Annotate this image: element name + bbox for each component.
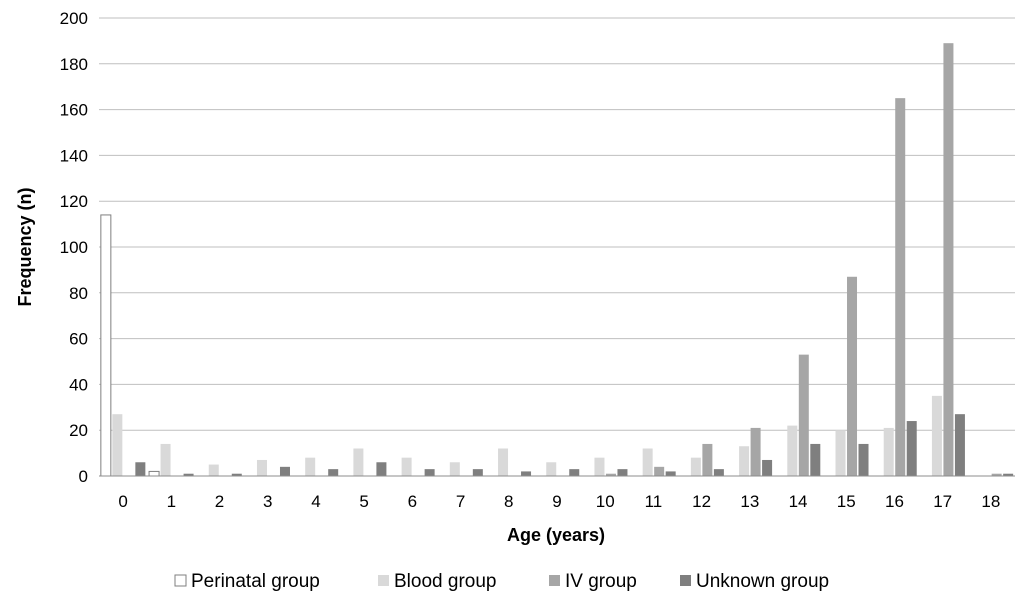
y-tick-label: 60 [69,330,88,349]
x-tick-label: 4 [311,492,320,511]
y-tick-labels: 0 20 40 60 80 100 120 140 160 180 200 [60,9,88,486]
bar-blood-group-age-16 [883,427,894,476]
bar-blood-group-age-0 [112,414,123,476]
bar-blood-group-age-2 [208,464,219,476]
y-tick-label: 20 [69,421,88,440]
gridlines [99,17,1015,431]
bars [100,43,1014,477]
bar-iv-group-age-12 [702,443,713,476]
y-tick-label: 120 [60,192,88,211]
bar-iv-group-age-10 [605,473,616,476]
x-axis-title: Age (years) [507,525,605,545]
y-tick-label: 80 [69,284,88,303]
y-tick-label: 200 [60,9,88,28]
bar-unknown-group-age-9 [569,469,580,476]
bar-unknown-group-age-7 [472,469,483,476]
bar-unknown-group-age-11 [665,471,676,476]
bar-unknown-group-age-0 [135,462,146,476]
bar-unknown-group-age-6 [424,469,435,476]
bar-unknown-group-age-10 [617,469,628,476]
bar-blood-group-age-5 [353,448,364,476]
bar-iv-group-age-11 [654,466,665,476]
bar-iv-group-age-14 [798,354,809,476]
bar-perinatal-group-age-1 [148,470,160,477]
x-tick-label: 10 [596,492,615,511]
y-tick-label: 0 [79,467,88,486]
bar-blood-group-age-14 [787,425,798,476]
bar-iv-group-age-18 [991,473,1002,476]
legend-item-unknown-group: Unknown group [680,571,829,592]
bar-blood-group-age-7 [449,462,460,476]
legend-swatch [378,575,389,586]
x-tick-label: 11 [645,492,663,511]
bar-unknown-group-age-14 [810,443,821,476]
legend-swatch [680,575,691,586]
x-tick-label: 2 [215,492,224,511]
x-tick-label: 3 [263,492,272,511]
bar-unknown-group-age-16 [906,421,917,476]
legend-swatch [549,575,560,586]
bar-blood-group-age-12 [690,457,701,476]
x-tick-label: 16 [885,492,904,511]
bar-blood-group-age-15 [835,430,846,476]
bar-blood-group-age-10 [594,457,605,476]
x-tick-label: 7 [456,492,465,511]
bar-unknown-group-age-3 [279,466,290,476]
bar-iv-group-age-17 [943,43,954,476]
bar-blood-group-age-4 [305,457,316,476]
x-tick-label: 18 [981,492,1000,511]
legend-item-perinatal-group: Perinatal group [174,571,320,592]
x-tick-label: 15 [837,492,856,511]
x-tick-label: 12 [692,492,711,511]
bar-blood-group-age-6 [401,457,412,476]
legend-swatch [174,574,187,587]
bar-blood-group-age-9 [546,462,557,476]
bar-unknown-group-age-17 [954,414,965,476]
x-tick-label: 17 [933,492,952,511]
bar-unknown-group-age-13 [762,459,773,476]
bar-unknown-group-age-18 [1003,473,1014,476]
y-tick-label: 40 [69,375,88,394]
legend-label: IV group [565,571,637,592]
bar-iv-group-age-13 [750,427,761,476]
x-tick-label: 8 [504,492,513,511]
legend-item-blood-group: Blood group [378,571,496,592]
legend-label: Unknown group [696,571,829,592]
x-tick-label: 0 [118,492,127,511]
legend: Perinatal group Blood group IV group Unknow… [174,571,829,592]
bar-blood-group-age-8 [498,448,509,476]
bar-unknown-group-age-12 [713,469,724,476]
y-axis-title: Frequency (n) [15,187,35,306]
bar-unknown-group-age-15 [858,443,869,476]
bar-blood-group-age-3 [256,459,267,476]
bar-iv-group-age-15 [847,276,858,476]
x-tick-label: 1 [167,492,176,511]
bar-blood-group-age-11 [642,448,653,476]
legend-label: Perinatal group [191,571,320,592]
x-tick-label: 6 [408,492,417,511]
y-tick-label: 180 [60,55,88,74]
bar-unknown-group-age-5 [376,462,387,476]
bar-iv-group-age-16 [895,98,906,477]
bar-unknown-group-age-2 [231,473,242,476]
x-tick-label: 5 [359,492,368,511]
bar-unknown-group-age-4 [328,469,339,476]
x-tick-label: 13 [740,492,759,511]
y-tick-label: 160 [60,101,88,120]
bar-unknown-group-age-1 [183,473,194,476]
bar-unknown-group-age-8 [521,471,532,476]
bar-blood-group-age-13 [739,446,750,476]
bar-blood-group-age-1 [160,443,171,476]
x-tick-label: 14 [789,492,808,511]
bar-blood-group-age-17 [931,395,942,476]
legend-label: Blood group [394,571,496,592]
x-tick-labels: 0 1 2 3 4 5 6 7 8 9 10 11 12 13 14 15 16 17 18 [118,492,1000,511]
legend-item-iv-group: IV group [549,571,637,592]
y-tick-label: 140 [60,146,88,165]
y-tick-label: 100 [60,238,88,257]
bar-perinatal-group-age-0 [100,214,112,477]
x-tick-label: 9 [552,492,561,511]
